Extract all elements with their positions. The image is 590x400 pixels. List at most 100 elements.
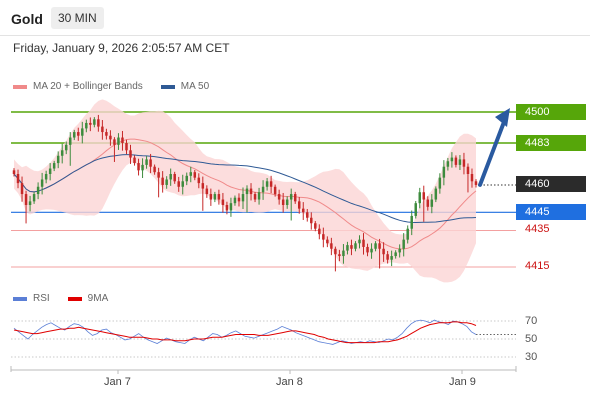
candle-body — [265, 181, 269, 187]
candle-body — [181, 181, 184, 187]
candle-body — [68, 137, 72, 145]
legend-ma9: 9MA — [67, 293, 109, 304]
candle-body — [253, 194, 257, 200]
candle-body — [269, 181, 273, 187]
candle-body — [318, 228, 321, 235]
candle-body — [314, 223, 317, 229]
candle-body — [370, 248, 373, 253]
candle-body — [185, 175, 188, 182]
legend-ma50-swatch — [160, 84, 175, 89]
rsi-axis-30: 30 — [525, 351, 538, 363]
candle-body — [390, 256, 393, 260]
candle-body — [402, 239, 405, 249]
candle-body — [470, 174, 474, 182]
projection-arrow-head — [495, 108, 510, 127]
candle-body — [32, 194, 36, 202]
projection-arrow-shaft — [478, 120, 506, 187]
candle-body — [20, 183, 24, 195]
candle-body — [141, 164, 144, 171]
candle-body — [153, 166, 156, 173]
legend-ma20-swatch — [13, 84, 27, 89]
candle-body — [56, 155, 60, 164]
candle-body — [237, 197, 241, 202]
candle-body — [165, 179, 168, 185]
candle-body — [302, 208, 305, 213]
candle-body — [217, 194, 221, 200]
candle-body — [101, 126, 104, 133]
legend-ma50: MA 50 — [160, 81, 210, 92]
candle-body — [189, 172, 193, 176]
candle-body — [73, 132, 76, 138]
candle-body — [454, 157, 458, 165]
legend-ma20: MA 20 + Bollinger Bands — [13, 81, 143, 92]
candle-body — [16, 174, 20, 184]
legend-ma50-label: MA 50 — [180, 81, 210, 92]
candle-body — [434, 188, 438, 200]
price-tag-current: 4460 — [516, 176, 586, 192]
candle-body — [77, 132, 80, 136]
candle-body — [322, 234, 325, 240]
candle-body — [157, 172, 160, 178]
candle-body — [306, 212, 309, 218]
legend-rsi: RSI — [13, 293, 50, 304]
candle-body — [350, 245, 353, 249]
price-tag-4445: 4445 — [516, 204, 586, 220]
ma50-line — [13, 154, 477, 224]
candle-body — [261, 186, 265, 193]
legend-ma20-label: MA 20 + Bollinger Bands — [33, 81, 143, 92]
rsi-line — [13, 319, 477, 345]
candle-body — [273, 186, 277, 195]
chart-header: Gold 30 MIN — [0, 0, 590, 36]
candle-body — [438, 177, 442, 189]
candle-body — [197, 177, 201, 184]
candle-body — [410, 215, 413, 229]
candle-body — [366, 246, 369, 253]
candle-body — [129, 150, 132, 158]
candle-body — [458, 159, 462, 165]
candle-body — [241, 194, 245, 202]
legend-rsi-swatch — [13, 296, 27, 301]
candle-body — [249, 188, 253, 195]
x-label-jan7: Jan 7 — [104, 376, 131, 388]
price-tag-4483: 4483 — [516, 135, 586, 151]
candle-body — [125, 143, 128, 151]
candle-body — [44, 174, 48, 180]
candle-body — [281, 199, 285, 205]
legend-ma9-swatch — [67, 296, 82, 301]
candle-body — [201, 183, 205, 189]
candle-body — [422, 192, 426, 200]
candle-body — [149, 159, 152, 167]
candle-body — [89, 122, 92, 125]
rsi-axis-50: 50 — [525, 333, 538, 345]
candle-body — [362, 239, 365, 247]
rsi-axis-70: 70 — [525, 315, 538, 327]
rsi-legend: RSI 9MA — [13, 293, 126, 304]
candle-body — [109, 135, 112, 140]
candle-body — [221, 199, 225, 205]
candle-body — [430, 199, 434, 207]
candle-body — [382, 248, 385, 255]
candle-body — [342, 250, 345, 257]
legend-ma9-label: 9MA — [87, 293, 109, 304]
rsi-ma9-line — [13, 321, 477, 344]
candle-body — [117, 137, 120, 145]
candle-body — [293, 194, 297, 202]
candle-body — [205, 188, 209, 195]
candle-body — [330, 243, 333, 249]
candle-body — [257, 192, 261, 200]
candle-body — [137, 163, 140, 171]
timestamp: Friday, January 9, 2026 2:05:57 AM CET — [13, 41, 230, 55]
candle-body — [426, 199, 430, 207]
candle-body — [277, 194, 281, 200]
candle-body — [442, 166, 446, 178]
candle-body — [97, 119, 100, 127]
candle-body — [28, 201, 32, 205]
timeframe-button[interactable]: 30 MIN — [51, 7, 104, 29]
candle-body — [93, 119, 96, 125]
candle-body — [209, 194, 213, 200]
header-divider — [0, 35, 590, 36]
support-label-4415: 4415 — [525, 260, 550, 272]
candle-body — [338, 254, 341, 257]
candle-body — [326, 239, 329, 244]
x-label-jan9: Jan 9 — [449, 376, 476, 388]
